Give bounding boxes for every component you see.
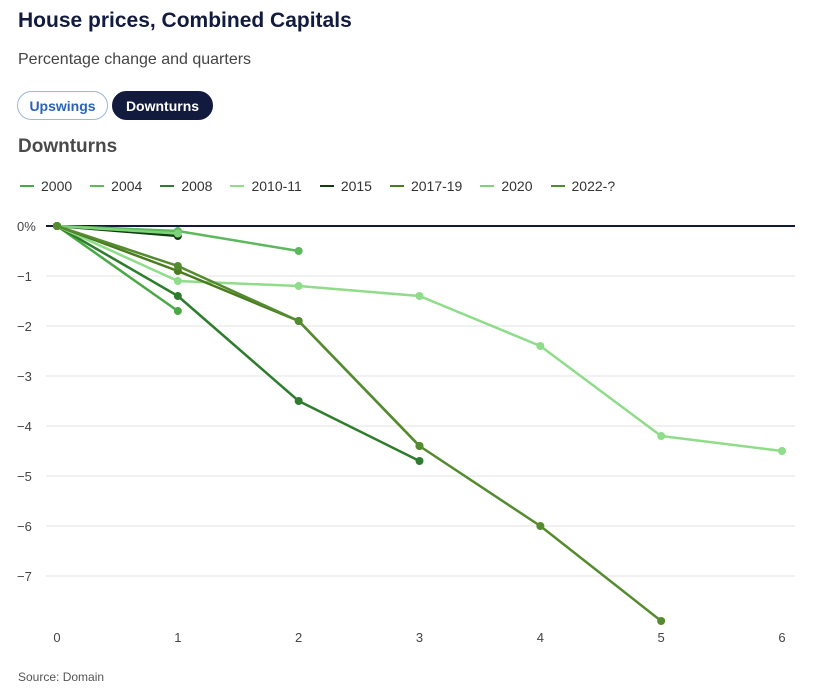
y-tick-label: −5 — [17, 469, 32, 484]
source-note: Source: Domain — [18, 670, 105, 684]
chart-subtitle: Percentage change and quarters — [18, 51, 252, 68]
x-tick-label: 0 — [53, 630, 60, 645]
data-point-2010-11 — [173, 277, 182, 285]
data-point-2022-? — [294, 317, 303, 325]
legend-swatch — [90, 185, 105, 187]
data-point-2010-11 — [536, 342, 545, 350]
data-point-2010-11 — [657, 432, 666, 440]
legend-item-2004[interactable]: 2004 — [90, 178, 142, 194]
legend-label: 2008 — [181, 178, 213, 194]
legend-swatch — [160, 185, 175, 187]
series-line-2010-11 — [56, 224, 783, 453]
series-line-2008 — [56, 224, 421, 463]
legend-item-2015[interactable]: 2015 — [319, 178, 372, 194]
legend-item-2022-?[interactable]: 2022-? — [550, 178, 616, 194]
x-tick-label: 2 — [295, 630, 302, 645]
data-point-2008 — [294, 397, 303, 405]
y-tick-label: −1 — [17, 269, 32, 284]
y-tick-label: 0% — [17, 219, 36, 234]
upswings-toggle-button[interactable]: Upswings — [17, 91, 108, 120]
y-tick-label: −6 — [17, 519, 32, 534]
x-tick-label: 3 — [416, 630, 423, 645]
series-line-2022-? — [56, 224, 662, 622]
data-point-2008 — [173, 292, 182, 300]
series-line-2017-19 — [56, 224, 421, 447]
downturns-toggle-button[interactable]: Downturns — [112, 91, 213, 120]
x-tick-label: 1 — [174, 630, 181, 645]
legend-swatch — [20, 185, 34, 187]
y-tick-label: −7 — [17, 569, 32, 584]
data-point-2022-? — [173, 262, 182, 270]
legend-item-2008[interactable]: 2008 — [160, 178, 212, 194]
legend-label: 2022-? — [571, 178, 616, 194]
data-point-2008 — [415, 457, 424, 465]
y-tick-label: −4 — [17, 419, 32, 434]
chart-title: House prices, Combined Capitals — [18, 9, 352, 32]
legend-item-2010-11[interactable]: 2010-11 — [230, 178, 302, 194]
legend-label: 2017-19 — [410, 178, 463, 194]
legend-swatch — [550, 185, 565, 187]
y-tick-label: −2 — [17, 319, 32, 334]
series-line-2020 — [56, 224, 178, 235]
legend-label: 2020 — [501, 178, 533, 194]
legend-swatch — [389, 185, 404, 187]
legend-item-2000[interactable]: 2000 — [20, 178, 72, 194]
data-point-2022-? — [536, 522, 545, 530]
series-line-2000 — [56, 224, 179, 313]
legend-label: 2004 — [111, 178, 143, 194]
x-tick-label: 4 — [537, 630, 544, 645]
data-point-2020 — [173, 229, 182, 238]
legend-swatch — [319, 185, 334, 187]
data-point-2022-? — [53, 222, 61, 230]
legend-item-2017-19[interactable]: 2017-19 — [389, 178, 463, 194]
data-point-2010-11 — [415, 292, 424, 300]
section-title: Downturns — [18, 136, 118, 157]
data-point-2004 — [294, 247, 303, 255]
x-tick-label: 6 — [778, 630, 785, 645]
data-point-2000 — [173, 307, 182, 315]
legend-label: 2015 — [340, 178, 372, 194]
legend-label: 2010-11 — [251, 178, 302, 194]
chart-legend: 2000 2004 2008 2010-11 2015 2017-19 2020 2022-? — [20, 178, 633, 194]
data-point-2010-11 — [778, 447, 786, 455]
y-tick-label: −3 — [17, 369, 32, 384]
legend-swatch — [230, 185, 245, 187]
legend-item-2020[interactable]: 2020 — [480, 178, 533, 194]
data-point-2022-? — [657, 617, 666, 625]
legend-label: 2000 — [41, 178, 73, 194]
x-tick-label: 5 — [658, 630, 665, 645]
legend-swatch — [480, 185, 495, 187]
data-point-2022-? — [415, 442, 424, 450]
data-point-2010-11 — [294, 282, 303, 290]
